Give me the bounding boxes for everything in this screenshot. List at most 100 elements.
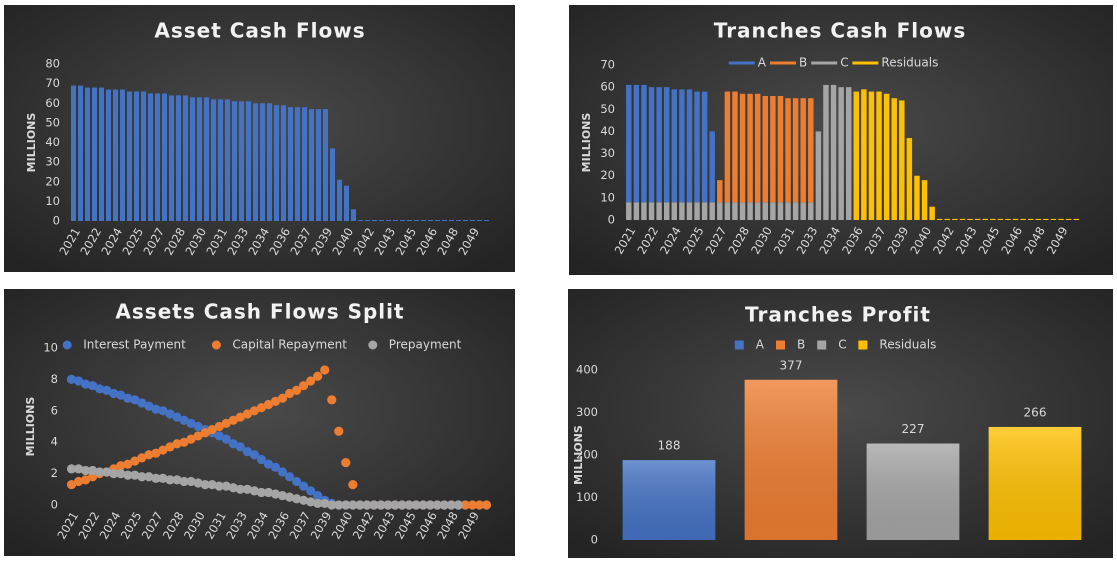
bar-segment	[762, 202, 769, 220]
bar-segment	[762, 96, 769, 203]
bar-segment	[686, 89, 693, 203]
bar-segment	[845, 87, 852, 221]
point	[270, 396, 281, 406]
point	[73, 464, 84, 474]
point	[130, 470, 140, 480]
bar-segment	[899, 100, 905, 220]
bar-segment	[967, 218, 973, 220]
bar	[70, 85, 77, 222]
point	[291, 385, 302, 395]
bar-segment	[853, 91, 860, 220]
point	[404, 500, 414, 510]
bar-shine	[988, 426, 1082, 540]
point	[474, 500, 485, 510]
bar	[196, 97, 203, 221]
point	[453, 500, 463, 510]
legend-label: Capital Repayment	[232, 338, 347, 352]
point	[66, 479, 77, 490]
bar	[252, 103, 259, 221]
bar-segment	[959, 218, 966, 220]
legend-swatch	[776, 340, 785, 350]
bar-segment	[777, 202, 784, 220]
point	[130, 395, 140, 405]
bar	[175, 95, 182, 221]
bar	[427, 220, 434, 221]
point	[158, 473, 168, 483]
legend-label: A	[758, 56, 767, 70]
y-tick-label: 60	[45, 96, 60, 110]
bar	[448, 220, 455, 221]
y-axis-label: MILLIONS	[580, 113, 593, 173]
point	[291, 476, 302, 487]
point	[348, 500, 358, 510]
point	[299, 481, 309, 491]
bar	[301, 107, 308, 221]
legend-swatch	[211, 340, 221, 350]
y-axis-label: MILLIONS	[25, 113, 38, 173]
bar-segment	[815, 131, 822, 220]
point	[95, 467, 105, 477]
y-axis-label: MILLIONS	[24, 397, 37, 457]
chart-title: Asset Cash Flows	[154, 19, 365, 43]
point	[158, 445, 168, 455]
bar-shine	[622, 460, 716, 540]
point	[186, 418, 196, 428]
bar	[413, 220, 420, 221]
data-label: 266	[1024, 405, 1047, 419]
data-label: 377	[780, 358, 803, 372]
chart-title: Tranches Cash Flows	[714, 19, 967, 43]
point	[256, 403, 267, 413]
point	[355, 500, 365, 510]
legend-label: Residuals	[879, 338, 936, 352]
point	[179, 437, 189, 447]
y-tick-label: 70	[600, 58, 615, 72]
legend-label: A	[756, 338, 765, 352]
legend-label: Residuals	[881, 56, 938, 70]
bar	[238, 101, 245, 221]
y-tick-label: 50	[600, 102, 615, 116]
point	[284, 472, 295, 482]
bar	[420, 220, 427, 221]
point	[144, 401, 154, 411]
bar-segment	[701, 202, 708, 220]
point	[88, 465, 98, 476]
bar	[105, 89, 112, 221]
bar-segment	[694, 202, 700, 220]
bar-segment	[770, 202, 776, 220]
point	[320, 365, 330, 375]
point	[144, 472, 154, 482]
bar-segment	[739, 93, 746, 203]
point	[263, 487, 274, 498]
point	[228, 483, 238, 493]
point	[172, 439, 182, 449]
point	[242, 447, 252, 457]
bar-segment	[1005, 218, 1011, 220]
point	[179, 415, 189, 425]
point	[334, 500, 344, 510]
point	[200, 479, 210, 490]
bar-segment	[724, 202, 731, 220]
bar	[266, 103, 273, 221]
y-tick-label: 80	[45, 57, 60, 71]
bar-segment	[747, 93, 753, 203]
bar-segment	[701, 91, 708, 203]
bar	[84, 87, 91, 221]
y-tick-label: 40	[600, 124, 615, 138]
point	[270, 489, 281, 499]
bar-segment	[641, 202, 647, 220]
point	[228, 439, 238, 449]
chart-title: Assets Cash Flows Split	[115, 300, 404, 324]
y-tick-label: 6	[51, 403, 58, 417]
point	[327, 395, 337, 405]
point	[425, 500, 435, 510]
point	[123, 459, 133, 469]
bar	[483, 220, 490, 221]
y-tick-label: 10	[45, 194, 60, 208]
bar-segment	[838, 87, 844, 221]
point	[277, 490, 288, 501]
bar-segment	[739, 202, 746, 220]
bar	[343, 185, 350, 221]
point	[116, 390, 126, 400]
point	[130, 456, 140, 466]
bar-segment	[732, 91, 738, 203]
